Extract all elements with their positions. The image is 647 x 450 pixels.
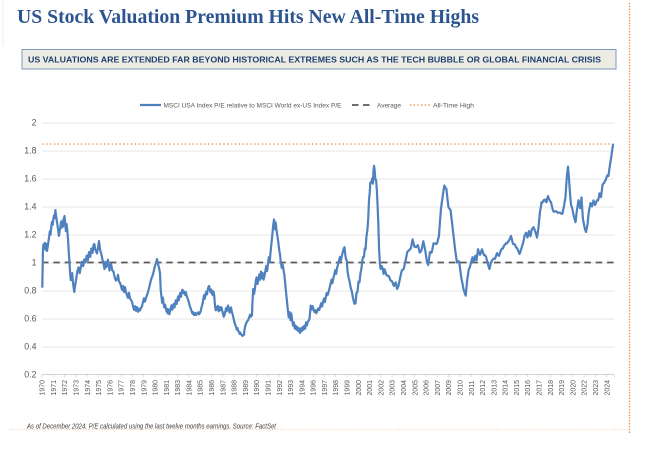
svg-text:US Stock Valuation Premium Hit: US Stock Valuation Premium Hits New All-… <box>17 6 479 28</box>
svg-text:2022: 2022 <box>582 380 589 396</box>
svg-text:1984: 1984 <box>186 380 193 396</box>
svg-text:1975: 1975 <box>96 380 103 396</box>
svg-text:US VALUATIONS ARE EXTENDED FAR: US VALUATIONS ARE EXTENDED FAR BEYOND HI… <box>28 55 602 64</box>
svg-text:2016: 2016 <box>525 380 532 396</box>
svg-text:1978: 1978 <box>130 380 137 396</box>
svg-text:1971: 1971 <box>51 380 58 396</box>
svg-text:1988: 1988 <box>232 380 239 396</box>
svg-text:2003: 2003 <box>390 380 397 396</box>
svg-text:1992: 1992 <box>277 380 284 396</box>
svg-text:1993: 1993 <box>288 380 295 396</box>
svg-text:1999: 1999 <box>345 380 352 396</box>
svg-text:2000: 2000 <box>356 380 363 396</box>
svg-text:2002: 2002 <box>378 380 385 396</box>
svg-text:2011: 2011 <box>469 380 476 395</box>
svg-text:1973: 1973 <box>73 380 80 396</box>
svg-text:1990: 1990 <box>254 380 261 396</box>
svg-text:1985: 1985 <box>198 380 205 396</box>
svg-text:0.8: 0.8 <box>24 285 36 295</box>
svg-text:All-Time High: All-Time High <box>433 102 474 109</box>
svg-text:1: 1 <box>32 257 37 267</box>
svg-text:2013: 2013 <box>491 380 498 396</box>
svg-text:2024: 2024 <box>604 380 611 396</box>
svg-text:Average: Average <box>377 102 401 109</box>
svg-text:2015: 2015 <box>514 380 521 396</box>
svg-text:2006: 2006 <box>424 380 431 396</box>
svg-text:1.4: 1.4 <box>24 201 36 211</box>
svg-text:1998: 1998 <box>333 380 340 396</box>
svg-text:2005: 2005 <box>412 380 419 396</box>
svg-text:2017: 2017 <box>537 380 544 396</box>
svg-text:2010: 2010 <box>457 380 464 396</box>
svg-text:1981: 1981 <box>164 380 171 396</box>
svg-text:1996: 1996 <box>311 380 318 396</box>
svg-text:1970: 1970 <box>40 380 47 396</box>
svg-text:2009: 2009 <box>446 380 453 396</box>
svg-text:0.4: 0.4 <box>24 341 36 351</box>
svg-text:0.6: 0.6 <box>24 313 36 323</box>
svg-text:2020: 2020 <box>570 380 577 396</box>
svg-text:2019: 2019 <box>559 380 566 396</box>
svg-text:1979: 1979 <box>141 380 148 396</box>
svg-text:1991: 1991 <box>265 380 272 396</box>
svg-text:2012: 2012 <box>480 380 487 396</box>
svg-text:MSCI USA Index P/E relative to: MSCI USA Index P/E relative to MSCI Worl… <box>164 102 342 109</box>
svg-text:1.2: 1.2 <box>24 229 36 239</box>
svg-text:1994: 1994 <box>299 380 306 396</box>
svg-text:1989: 1989 <box>243 380 250 396</box>
svg-text:2023: 2023 <box>593 380 600 396</box>
svg-text:2014: 2014 <box>503 380 510 396</box>
svg-text:2: 2 <box>32 117 37 127</box>
svg-text:1980: 1980 <box>153 380 160 396</box>
svg-text:1983: 1983 <box>175 380 182 396</box>
svg-text:1.8: 1.8 <box>24 145 36 155</box>
svg-text:2004: 2004 <box>401 380 408 396</box>
svg-text:1987: 1987 <box>220 380 227 396</box>
svg-text:2018: 2018 <box>548 380 555 396</box>
svg-text:1976: 1976 <box>107 380 114 396</box>
svg-text:2007: 2007 <box>435 380 442 396</box>
svg-text:2001: 2001 <box>367 380 374 396</box>
svg-text:1977: 1977 <box>119 380 126 396</box>
svg-text:As of December 2024. P/E calc: As of December 2024. P/E calculated usin… <box>26 424 277 431</box>
svg-text:1972: 1972 <box>62 380 69 396</box>
svg-text:1997: 1997 <box>322 380 329 396</box>
svg-text:0.2: 0.2 <box>24 369 36 379</box>
svg-text:1.6: 1.6 <box>24 173 36 183</box>
svg-text:1986: 1986 <box>209 380 216 396</box>
svg-text:1974: 1974 <box>85 380 92 396</box>
